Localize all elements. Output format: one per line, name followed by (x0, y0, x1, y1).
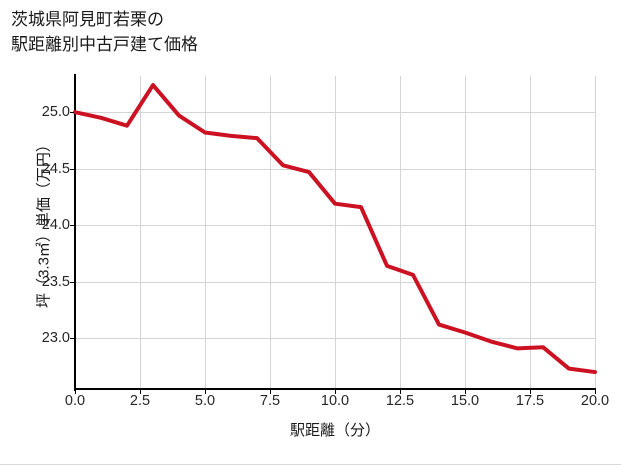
series-line-坪単価 (73, 83, 597, 375)
x-tick-label: 5.0 (194, 393, 216, 409)
x-tick-label: 2.5 (129, 393, 151, 409)
x-tick-mark (75, 390, 76, 394)
x-tick-mark (335, 390, 336, 394)
x-tick-label: 17.5 (515, 393, 545, 409)
x-tick-mark (530, 390, 531, 394)
y-tick-mark (70, 338, 74, 340)
gridline-vertical (530, 76, 531, 389)
gridline-vertical (270, 76, 271, 389)
y-tick-label: 23.5 (41, 273, 70, 290)
x-tick-label: 10.0 (320, 393, 350, 409)
x-tick-label: 12.5 (385, 393, 415, 409)
y-axis-spine (74, 74, 76, 391)
x-tick-mark (270, 390, 271, 394)
y-axis-label: 坪（3.3㎡）単価（万円） (35, 137, 53, 308)
y-tick-label: 25.0 (41, 104, 70, 121)
y-tick-label: 24.0 (41, 217, 70, 234)
x-tick-mark (595, 390, 596, 394)
y-tick-label: 23.0 (41, 330, 70, 347)
gridline-vertical (335, 76, 336, 389)
gridline-vertical (465, 76, 466, 389)
x-tick-mark (140, 390, 141, 394)
y-tick-mark (70, 112, 74, 114)
y-tick-mark (70, 225, 74, 227)
gridline-vertical (400, 76, 401, 389)
x-axis-label: 駅距離（分） (289, 422, 380, 439)
gridline-vertical (205, 76, 206, 389)
x-tick-mark (400, 390, 401, 394)
y-tick-label-group: 25.0 24.5 24.0 23.5 23.0 (16, 0, 70, 464)
x-axis-spine (74, 388, 596, 390)
gridline-vertical (595, 76, 596, 389)
y-tick-mark (70, 281, 74, 283)
plot-area (75, 76, 596, 389)
y-tick-label: 24.5 (41, 160, 70, 177)
x-tick-label: 15.0 (450, 393, 480, 409)
x-tick-mark (205, 390, 206, 394)
x-tick-label: 20.0 (580, 393, 610, 409)
x-tick-label: 7.5 (259, 393, 281, 409)
x-tick-mark (465, 390, 466, 394)
gridline-vertical (140, 76, 141, 389)
x-tick-label: 0.0 (64, 393, 86, 409)
y-tick-mark (70, 168, 74, 170)
chart-title: 茨城県阿見町若栗の 駅距離別中古戸建て価格 (11, 10, 198, 54)
